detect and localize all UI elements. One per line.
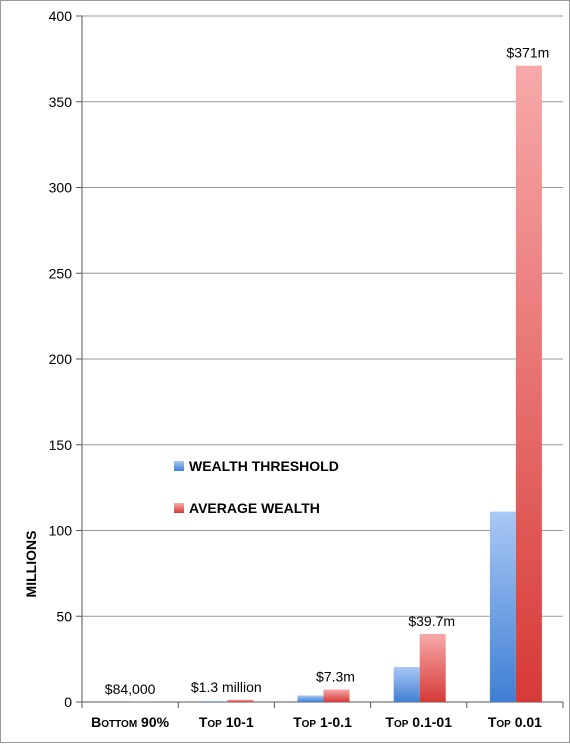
x-category-label: Top 0.01 xyxy=(488,714,542,730)
bar-average-wealth xyxy=(420,634,446,702)
x-category-label: Bottom 90% xyxy=(91,714,169,730)
y-tick-label: 100 xyxy=(49,523,73,539)
bar-wealth-threshold xyxy=(201,701,227,702)
x-axis-categories: Bottom 90% Top 10-1 Top 1-0.1 Top 0.1-01 Top… xyxy=(82,702,563,730)
y-tick-label: 350 xyxy=(49,94,73,110)
data-label: $39.7m xyxy=(408,613,455,629)
y-axis-ticks: 0 50 100 150 200 250 300 350 400 xyxy=(49,8,82,710)
y-tick-label: 200 xyxy=(49,351,73,367)
legend-label: WEALTH THRESHOLD xyxy=(189,458,339,474)
legend-label: AVERAGE WEALTH xyxy=(189,500,320,516)
bar-average-wealth xyxy=(516,66,542,702)
y-tick-label: 400 xyxy=(49,8,73,24)
x-category-label: Top 10-1 xyxy=(199,714,254,730)
data-labels: $84,000 $1.3 million $7.3m $39.7m $371m xyxy=(105,45,550,697)
data-label: $84,000 xyxy=(105,681,156,697)
y-tick-label: 300 xyxy=(49,180,73,196)
legend-swatch-wealth-threshold xyxy=(174,461,184,471)
bar-wealth-threshold xyxy=(490,512,516,702)
data-label: $371m xyxy=(506,45,549,61)
bar-average-wealth xyxy=(227,700,253,702)
x-category-label: Top 0.1-01 xyxy=(385,714,452,730)
x-category-label: Top 1-0.1 xyxy=(293,714,352,730)
y-tick-label: 150 xyxy=(49,437,73,453)
bar-average-wealth xyxy=(324,689,350,702)
y-tick-label: 0 xyxy=(64,694,72,710)
legend: WEALTH THRESHOLD AVERAGE WEALTH xyxy=(174,458,339,516)
legend-swatch-average-wealth xyxy=(174,503,184,513)
bar-wealth-threshold xyxy=(394,667,420,702)
bar-wealth-threshold xyxy=(298,695,324,702)
bars xyxy=(131,66,542,702)
data-label: $7.3m xyxy=(316,668,355,684)
y-tick-label: 50 xyxy=(56,608,72,624)
y-tick-label: 250 xyxy=(49,265,73,281)
y-axis-label: MILLIONS xyxy=(23,531,39,598)
data-label: $1.3 million xyxy=(191,679,262,695)
